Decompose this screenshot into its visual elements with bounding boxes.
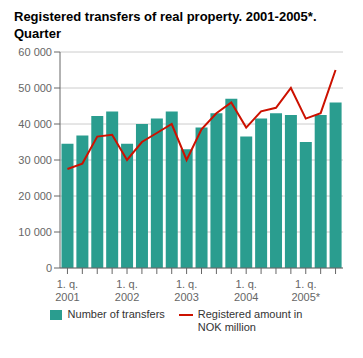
svg-text:0: 0 <box>46 262 52 274</box>
svg-text:10 000: 10 000 <box>18 226 52 238</box>
svg-text:20 000: 20 000 <box>18 190 52 202</box>
svg-text:30 000: 30 000 <box>18 154 52 166</box>
html-text:Number of transfers: Number of transfers <box>67 308 165 320</box>
html-text:Registered amount in NOK milli: Registered amount in NOK million <box>197 308 303 333</box>
svg-text:1. q.2003: 1. q.2003 <box>174 278 198 303</box>
svg-text:1. q.2002: 1. q.2002 <box>115 278 139 303</box>
svg-text:60 000: 60 000 <box>18 46 52 58</box>
svg-text:1. q.2004: 1. q.2004 <box>234 278 258 303</box>
html-text:Registered transfers of real p: Registered transfers of real property. 2… <box>14 9 317 24</box>
html-text:Quarter: Quarter <box>14 26 61 41</box>
svg-text:50 000: 50 000 <box>18 82 52 94</box>
svg-text:40 000: 40 000 <box>18 118 52 130</box>
svg-text:1. q.2005*: 1. q.2005* <box>291 278 320 303</box>
svg-text:1. q.2001: 1. q.2001 <box>55 278 79 303</box>
